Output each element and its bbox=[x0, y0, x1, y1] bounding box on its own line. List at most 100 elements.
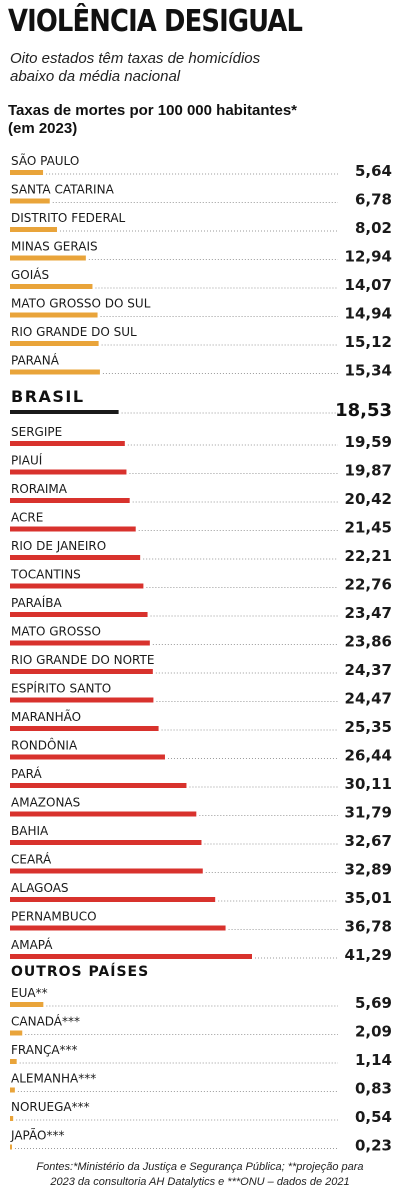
bar-canada bbox=[10, 1030, 23, 1036]
row-label-amapa: AMAPÁ bbox=[11, 937, 53, 952]
value-acre: 21,45 bbox=[345, 519, 392, 537]
value-ceara: 32,89 bbox=[345, 861, 392, 879]
row-label-mato-grosso-do-sul: MATO GROSSO DO SUL bbox=[11, 297, 151, 311]
bar-amazonas bbox=[10, 811, 197, 817]
row-label-santa-catarina: SANTA CATARINA bbox=[11, 183, 115, 197]
value-alemanha: 0,83 bbox=[355, 1080, 392, 1098]
bar-espirito-santo bbox=[10, 697, 154, 703]
row-label-alemanha: ALEMANHA*** bbox=[11, 1072, 96, 1086]
bar-amapa bbox=[10, 954, 252, 959]
subtitle-line-1: Oito estados têm taxas de homicídios bbox=[10, 50, 261, 67]
value-roraima: 20,42 bbox=[345, 490, 392, 508]
value-bahia: 32,67 bbox=[345, 832, 392, 850]
row-label-ceara: CEARÁ bbox=[11, 852, 52, 867]
row-label-parana: PARANÁ bbox=[11, 353, 60, 368]
row-label-rio-de-janeiro: RIO DE JANEIRO bbox=[11, 539, 106, 553]
bar-franca bbox=[10, 1059, 17, 1064]
row-label-piaui: PIAUÍ bbox=[11, 453, 43, 468]
bar-bahia bbox=[10, 840, 202, 845]
value-tocantins: 22,76 bbox=[345, 576, 392, 594]
value-goias: 14,07 bbox=[345, 276, 392, 294]
sources-footer: Fontes:*Ministério da Justiça e Seguranç… bbox=[0, 1160, 400, 1190]
row-label-rondonia: RONDÔNIA bbox=[11, 738, 78, 753]
bar-alemanha bbox=[10, 1087, 15, 1093]
bar-mato-grosso bbox=[10, 640, 150, 646]
value-eua: 5,69 bbox=[355, 994, 392, 1012]
value-rondonia: 26,44 bbox=[345, 747, 392, 765]
row-label-bahia: BAHIA bbox=[11, 824, 49, 838]
bar-alagoas bbox=[10, 897, 216, 902]
row-label-maranhao: MARANHÃO bbox=[11, 709, 81, 724]
row-label-alagoas: ALAGOAS bbox=[11, 881, 69, 895]
footer-line-2: 2023 da consultoria AH Datalytics e ***O… bbox=[50, 1176, 350, 1188]
row-label-rio-grande-do-norte: RIO GRANDE DO NORTE bbox=[11, 653, 154, 667]
row-label-amazonas: AMAZONAS bbox=[11, 796, 80, 810]
bar-santa-catarina bbox=[10, 198, 50, 204]
row-label-franca: FRANÇA*** bbox=[11, 1043, 78, 1057]
row-label-paraiba: PARAÍBA bbox=[11, 595, 63, 610]
row-label-pernambuco: PERNAMBUCO bbox=[11, 910, 97, 924]
bar-noruega bbox=[10, 1116, 14, 1121]
bar-japao bbox=[10, 1144, 12, 1150]
bar-goias bbox=[10, 284, 93, 289]
row-label-eua: EUA** bbox=[11, 986, 48, 1000]
value-para: 30,11 bbox=[345, 775, 392, 793]
footer-line-1: Fontes:*Ministério da Justiça e Seguranç… bbox=[36, 1161, 364, 1173]
bar-mato-grosso-do-sul bbox=[10, 312, 98, 318]
section-heading-outros-paises: OUTROS PAÍSES bbox=[11, 963, 149, 980]
row-label-goias: GOIÁS bbox=[11, 267, 49, 282]
value-santa-catarina: 6,78 bbox=[355, 191, 392, 209]
chart-title: Taxas de mortes por 100 000 habitantes* … bbox=[8, 102, 388, 138]
bar-piaui bbox=[10, 469, 127, 475]
value-rio-grande-do-norte: 24,37 bbox=[345, 661, 392, 679]
value-amazonas: 31,79 bbox=[345, 804, 392, 822]
row-label-brasil: BRASIL bbox=[11, 387, 85, 406]
value-parana: 15,34 bbox=[345, 362, 392, 380]
bar-eua bbox=[10, 1002, 44, 1007]
row-label-roraima: RORAIMA bbox=[11, 482, 68, 496]
bar-distrito-federal bbox=[10, 227, 58, 232]
bar-rio-grande-do-norte bbox=[10, 669, 153, 674]
row-label-espirito-santo: ESPÍRITO SANTO bbox=[11, 681, 111, 696]
value-espirito-santo: 24,47 bbox=[345, 690, 392, 708]
bar-rio-de-janeiro bbox=[10, 555, 141, 560]
bar-parana bbox=[10, 369, 100, 375]
value-sao-paulo: 5,64 bbox=[355, 162, 392, 180]
bar-pernambuco bbox=[10, 925, 226, 931]
row-label-rio-grande-do-sul: RIO GRANDE DO SUL bbox=[11, 325, 137, 339]
value-paraiba: 23,47 bbox=[345, 604, 392, 622]
row-label-acre: ACRE bbox=[11, 511, 43, 525]
row-label-para: PARÁ bbox=[11, 766, 43, 781]
value-alagoas: 35,01 bbox=[345, 889, 392, 907]
bar-maranhao bbox=[10, 726, 159, 731]
bar-rio-grande-do-sul bbox=[10, 341, 99, 346]
value-brasil: 18,53 bbox=[335, 400, 392, 421]
row-label-distrito-federal: DISTRITO FEDERAL bbox=[11, 211, 126, 225]
bar-tocantins bbox=[10, 583, 144, 589]
value-amapa: 41,29 bbox=[345, 946, 392, 964]
value-franca: 1,14 bbox=[355, 1051, 392, 1069]
subtitle-line-2: abaixo da média nacional bbox=[10, 68, 181, 85]
bar-ceara bbox=[10, 868, 203, 874]
value-mato-grosso-do-sul: 14,94 bbox=[345, 305, 392, 323]
bar-minas-gerais bbox=[10, 255, 86, 261]
bar-brasil bbox=[10, 410, 119, 414]
value-maranhao: 25,35 bbox=[345, 718, 392, 736]
row-label-sergipe: SERGIPE bbox=[11, 425, 62, 439]
row-label-mato-grosso: MATO GROSSO bbox=[11, 625, 101, 639]
bar-sergipe bbox=[10, 441, 125, 446]
bar-roraima bbox=[10, 498, 130, 503]
row-label-canada: CANADÁ*** bbox=[11, 1014, 80, 1029]
chart-title-line-1: Taxas de mortes por 100 000 habitantes* bbox=[8, 102, 298, 119]
row-label-tocantins: TOCANTINS bbox=[10, 568, 81, 582]
chart-title-line-2: (em 2023) bbox=[8, 120, 78, 137]
value-canada: 2,09 bbox=[355, 1023, 392, 1041]
value-minas-gerais: 12,94 bbox=[345, 248, 392, 266]
value-rio-grande-do-sul: 15,12 bbox=[345, 333, 392, 351]
row-label-minas-gerais: MINAS GERAIS bbox=[11, 240, 98, 254]
row-label-noruega: NORUEGA*** bbox=[11, 1100, 90, 1114]
value-distrito-federal: 8,02 bbox=[355, 219, 392, 237]
value-piaui: 19,87 bbox=[345, 462, 392, 480]
homicide-rate-chart: SÃO PAULO 5,64 SANTA CATARINA 6,78 DISTRITO … bbox=[10, 153, 392, 1155]
value-pernambuco: 36,78 bbox=[345, 918, 392, 936]
